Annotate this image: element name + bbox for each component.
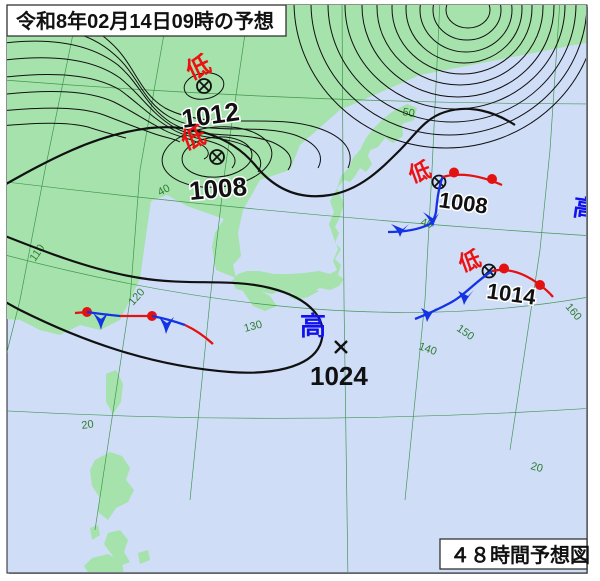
svg-text:令和8年02月14日09時の予想: 令和8年02月14日09時の予想	[16, 9, 274, 33]
svg-text:４８時間予想図: ４８時間予想図	[450, 543, 590, 567]
svg-text:20: 20	[81, 418, 95, 432]
svg-text:1024: 1024	[310, 361, 368, 391]
svg-text:1008: 1008	[188, 171, 248, 206]
svg-text:高: 高	[300, 311, 326, 341]
